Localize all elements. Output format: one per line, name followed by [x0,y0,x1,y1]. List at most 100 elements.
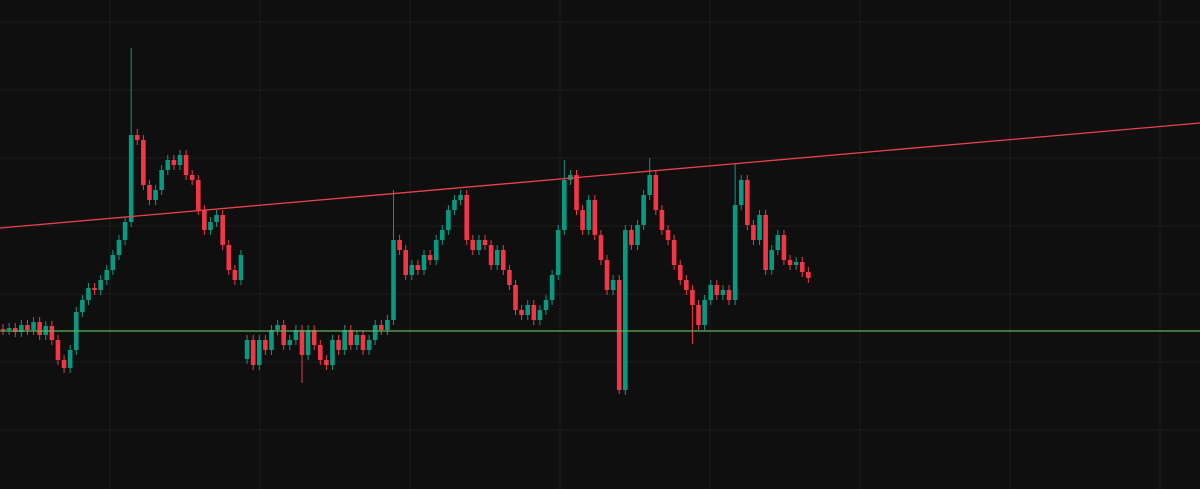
candle-body [671,240,677,265]
candle-body [128,135,134,222]
candle-body [263,340,268,350]
candle-body [80,300,85,312]
candle-body [519,310,524,315]
candle-body [281,325,286,345]
candle-body [311,330,317,345]
candle-body [214,215,219,222]
candle-body [232,270,238,280]
candle-body [238,255,244,280]
candle-body [598,235,604,260]
candle-body [299,330,305,355]
candle-body [720,290,726,295]
candle-body [806,272,811,278]
candle-body [555,230,561,275]
candle-body [226,245,232,270]
candle-body [49,326,55,340]
candle-body [787,260,793,265]
candle-body [104,270,110,280]
candle-body [61,360,67,368]
candle-body [159,170,164,190]
candle-body [366,340,372,350]
candle-body [37,322,42,335]
candle-body [403,250,408,275]
candle-body [55,340,61,360]
candle-body [19,325,24,332]
candle-body [202,210,207,230]
candle-body [476,240,482,250]
candle-body [513,285,518,310]
candle-body [6,328,12,330]
candle-body [604,260,610,290]
candle-body [537,310,543,320]
candle-body [385,320,390,330]
candle-body [269,330,274,350]
candle-body [0,329,6,330]
candle-body [110,255,116,270]
candle-body [293,330,299,340]
candle-body [732,205,738,300]
candle-body [31,322,36,330]
candle-body [415,265,421,270]
candle-body [177,155,183,165]
candle-body [433,240,439,260]
candle-body [287,340,293,345]
candle-body [92,288,97,290]
candle-body [183,155,189,175]
candle-body [549,275,555,300]
candle-body [439,230,445,240]
candle-body [751,225,756,240]
candle-body [12,328,18,332]
candle-body [592,200,598,235]
candle-body [769,250,775,270]
candle-body [171,160,177,165]
candle-body [745,180,750,225]
candle-body [562,180,567,230]
candle-body [696,305,701,325]
candle-body [501,250,506,270]
candle-body [775,235,781,250]
candle-body [799,262,805,272]
candle-body [397,240,402,250]
candle-body [195,180,201,210]
candle-body [421,255,427,270]
candle-body [378,325,384,330]
candle-body [653,175,659,210]
candle-body [348,330,354,345]
candle-body [275,325,280,330]
candle-body [726,290,732,300]
candle-body [317,345,323,360]
candle-body [488,245,494,265]
candle-body [793,262,799,265]
drawn-line [0,122,1200,229]
candle-body [372,325,378,340]
candle-body [647,175,653,195]
candle-body [122,222,128,240]
candle-body [543,300,549,310]
candle-body [360,335,366,350]
candle-body [574,175,579,210]
candle-body [641,195,646,225]
candle-body [580,210,585,230]
candle-body [354,335,360,345]
candle-body [189,175,195,180]
candle-body [220,215,225,245]
candle-body [629,230,634,245]
candle-body [147,185,152,200]
candle-body [470,240,476,250]
candle-body [702,300,707,325]
candle-body [256,340,262,365]
candle-body [738,180,744,205]
candle-body [25,325,30,330]
candle-body [67,350,73,368]
candle-body [153,190,158,200]
candle-body [244,340,250,359]
candle-body [677,265,683,280]
candle-body [482,240,488,245]
candle-body [635,225,640,245]
candle-body [659,210,665,230]
candle-body [141,140,146,185]
candle-body [116,240,122,255]
candle-body [494,250,500,265]
